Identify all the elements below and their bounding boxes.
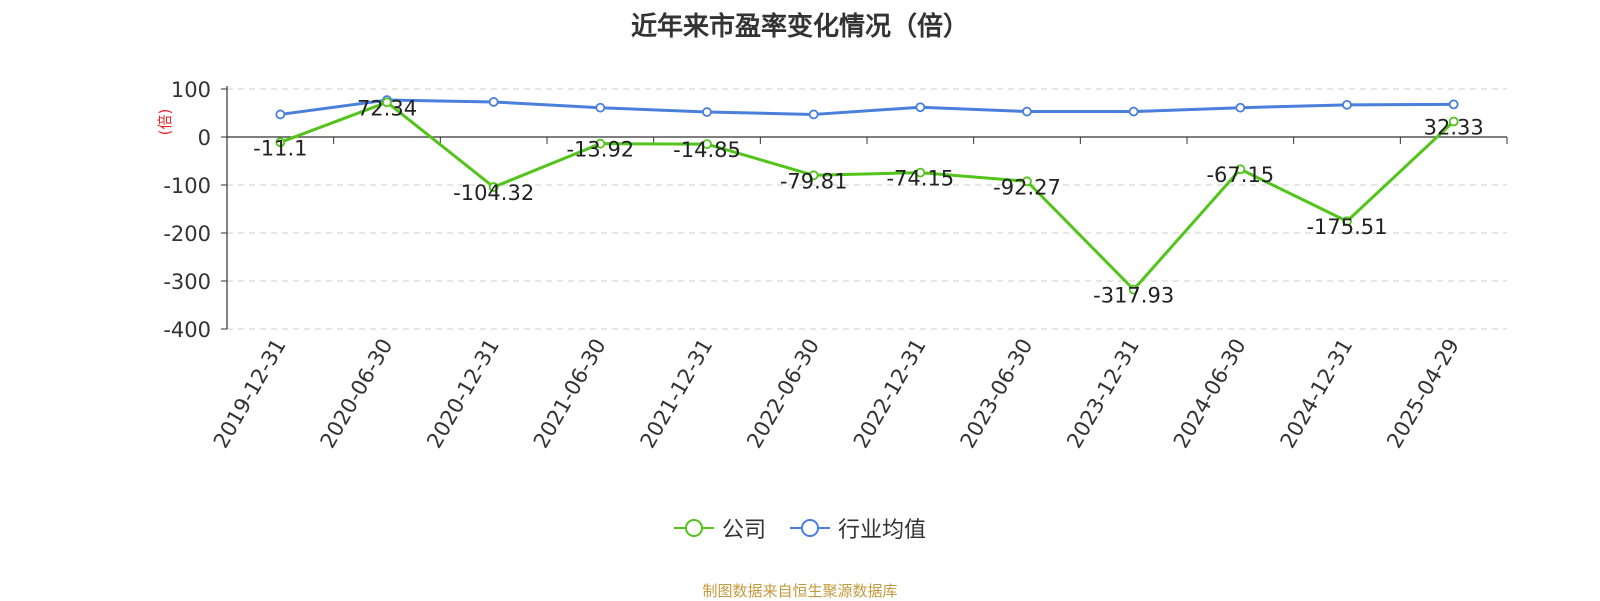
legend-industry-label: 行业均值 <box>838 518 927 543</box>
x-tick-label: 2020-06-30 <box>316 335 398 453</box>
data-label: -74.15 <box>886 167 954 191</box>
data-point <box>488 182 499 192</box>
data-label: -317.93 <box>1093 284 1174 308</box>
data-point <box>1342 99 1352 110</box>
data-point <box>1235 164 1246 175</box>
data-point <box>382 97 392 108</box>
data-point <box>595 138 606 149</box>
data-point <box>915 102 926 113</box>
data-label: 32.33 <box>1424 115 1484 139</box>
data-label: -11.1 <box>253 136 307 160</box>
x-tick-label: 2022-12-31 <box>849 334 931 452</box>
data-label: -13.92 <box>566 138 634 162</box>
legend-item-company[interactable]: 公司 <box>673 512 766 544</box>
data-point <box>1128 106 1139 117</box>
data-label: -67.15 <box>1206 163 1274 187</box>
data-point <box>275 137 286 148</box>
legend-company-label: 公司 <box>721 518 766 543</box>
y-tick-label: 100 <box>171 78 211 102</box>
x-tick-label: 2021-06-30 <box>529 335 611 453</box>
data-point <box>595 102 606 113</box>
data-point <box>1448 99 1459 110</box>
data-point <box>1022 106 1032 117</box>
x-tick-label: 2023-12-31 <box>1062 335 1144 453</box>
y-tick-label: -400 <box>163 318 211 342</box>
data-label: -104.32 <box>453 181 534 205</box>
data-label: 72.34 <box>357 96 417 120</box>
source-note: 制图数据来自恒生聚源数据库 <box>702 582 898 600</box>
data-point <box>1128 284 1139 295</box>
data-label: -14.85 <box>673 138 741 162</box>
x-tick-label: 2019-12-31 <box>209 335 291 453</box>
data-point <box>1342 216 1352 227</box>
legend-item-industry-average[interactable]: 行业均值 <box>790 512 926 544</box>
grid-lines <box>227 88 1507 330</box>
x-tick-label: 2023-06-30 <box>956 335 1038 453</box>
data-point <box>1022 176 1032 187</box>
x-tick-label: 2024-12-31 <box>1276 335 1358 453</box>
data-point <box>275 109 286 120</box>
data-point <box>488 97 499 107</box>
x-tick-label: 2024-06-30 <box>1169 335 1251 453</box>
series-line <box>280 98 1454 116</box>
x-tick-label: 2025-04-29 <box>1382 335 1464 453</box>
y-tick-label: -200 <box>163 222 211 246</box>
data-point <box>1235 102 1246 113</box>
data-labels: -11.1 72.34 -104.32 -13.92 -14.85 -79.81 -74.1… <box>253 96 1484 307</box>
y-tick-label: 0 <box>198 126 211 150</box>
y-tick-label: -300 <box>163 270 211 294</box>
x-tick-label: 2020-12-31 <box>422 334 504 452</box>
chart-title: 近年来市盈率变化情况（倍） <box>630 12 969 42</box>
y-tick-label: -100 <box>163 174 211 198</box>
data-point <box>702 139 712 150</box>
data-label: -175.51 <box>1306 215 1387 239</box>
legend: 公司 行业均值 <box>0 512 1600 544</box>
data-point <box>808 170 819 181</box>
y-axis-label: (倍) <box>156 109 174 136</box>
x-tick-label: 2021-12-31 <box>636 335 718 453</box>
x-tick-label: 2022-06-30 <box>742 335 824 453</box>
series-line <box>279 100 1455 292</box>
legend-industry-icon <box>790 519 830 537</box>
data-point <box>808 109 819 120</box>
series <box>275 95 1459 295</box>
data-point <box>1448 116 1459 127</box>
data-point <box>702 107 712 117</box>
data-point <box>915 167 926 178</box>
data-label: -92.27 <box>993 175 1061 199</box>
legend-company-icon <box>673 519 714 537</box>
data-label: -79.81 <box>780 169 848 193</box>
